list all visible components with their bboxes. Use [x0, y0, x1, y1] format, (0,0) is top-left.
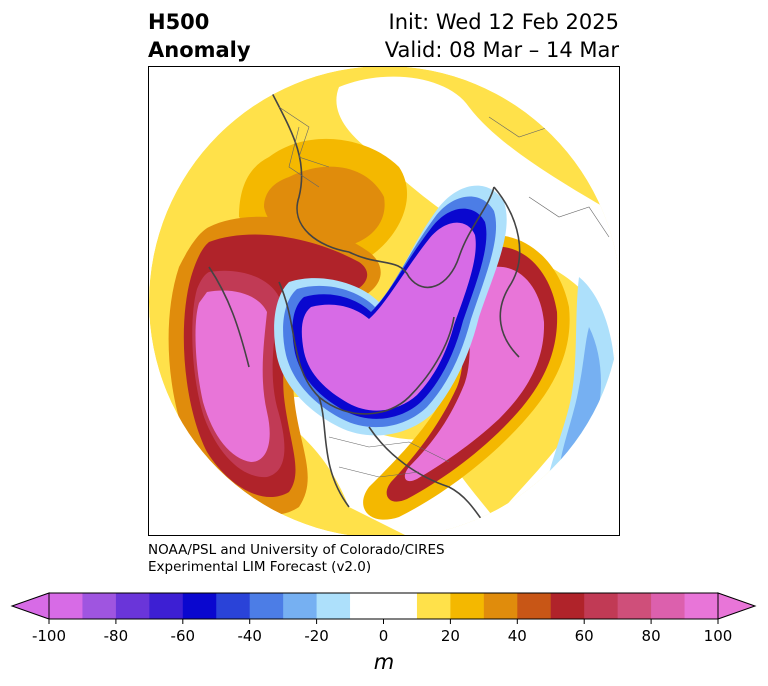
zero-region-south [249, 397, 509, 535]
contour-100-east [404, 266, 545, 482]
colorbar-segment [550, 593, 585, 619]
init-date: Init: Wed 12 Feb 2025 [388, 10, 619, 34]
colorbar-tick-label: 100 [704, 627, 733, 645]
map-svg [149, 67, 619, 535]
colorbar-segment [182, 593, 217, 619]
colorbar-tick-label: -80 [104, 627, 129, 645]
colorbar-segment [416, 593, 451, 619]
colorbar-segment [115, 593, 150, 619]
colorbar-tick-label: -60 [171, 627, 196, 645]
contour-neg100 [301, 222, 476, 411]
colorbar-segment [617, 593, 652, 619]
coastlines [208, 86, 521, 535]
colorbar-tick-label: 20 [441, 627, 460, 645]
colorbar-segment [517, 593, 552, 619]
contour-neg30-east [559, 327, 601, 472]
colorbar-segment [684, 593, 719, 619]
colorbar-extend-min [10, 592, 50, 620]
colorbar: -100 -80 -60 -40 -20 0 20 40 60 80 100 m [0, 585, 768, 685]
colorbar-segment [316, 593, 351, 619]
anomaly-map [148, 66, 620, 536]
contour-layer [149, 67, 619, 535]
credit-line-2: Experimental LIM Forecast (v2.0) [148, 559, 372, 575]
colorbar-segment [450, 593, 485, 619]
colorbar-tick-label: 80 [642, 627, 661, 645]
colorbar-tick-label: -20 [304, 627, 329, 645]
valid-period: Valid: 08 Mar – 14 Mar [384, 38, 619, 62]
colorbar-unit-label: m [374, 650, 394, 674]
credit: NOAA/PSL and University of Colorado/CIRE… [148, 542, 445, 576]
contour-100-west [195, 290, 270, 462]
colorbar-segment [483, 593, 518, 619]
colorbar-tick-label: -40 [237, 627, 262, 645]
colorbar-tick-label: 40 [508, 627, 527, 645]
colorbar-segment [82, 593, 117, 619]
colorbar-tick-label: 0 [379, 627, 389, 645]
colorbar-segment [216, 593, 251, 619]
colorbar-tick-label: 60 [575, 627, 594, 645]
credit-line-1: NOAA/PSL and University of Colorado/CIRE… [148, 542, 445, 558]
colorbar-segment [283, 593, 318, 619]
colorbar-segment [149, 593, 184, 619]
borders [278, 106, 610, 478]
colorbar-segment [350, 593, 418, 619]
title-left: H500 Anomaly [148, 8, 251, 64]
colorbar-segment [49, 593, 83, 619]
colorbar-segment [584, 593, 619, 619]
title-field: H500 [148, 10, 210, 34]
title-field-type: Anomaly [148, 38, 251, 62]
colorbar-svg: -100 -80 -60 -40 -20 0 20 40 60 80 100 m [10, 592, 757, 674]
zero-region-east [336, 76, 619, 535]
colorbar-segment [651, 593, 686, 619]
colorbar-segment [249, 593, 284, 619]
title-right: Init: Wed 12 Feb 2025 Valid: 08 Mar – 14… [385, 8, 619, 64]
colorbar-tick-label: -100 [32, 627, 66, 645]
colorbar-extend-max [717, 592, 757, 620]
